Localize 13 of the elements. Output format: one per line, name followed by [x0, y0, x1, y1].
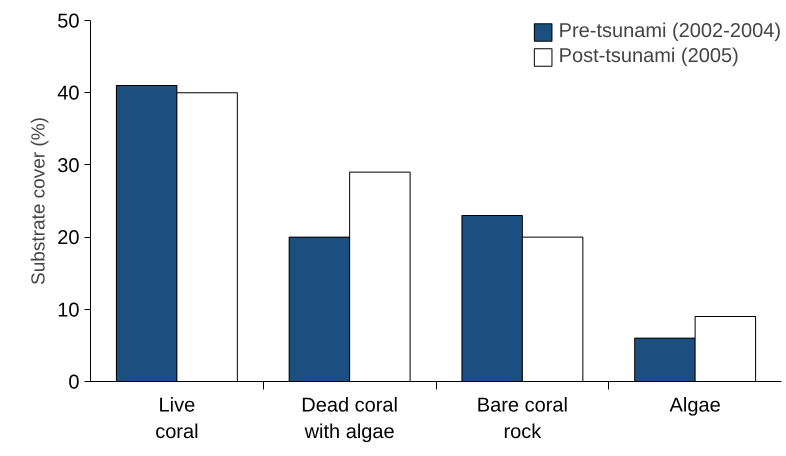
- y-tick-label: 50: [57, 10, 80, 32]
- legend-label: Pre-tsunami (2002-2004): [558, 20, 781, 43]
- y-tick-label: 40: [57, 82, 80, 105]
- y-tick-label: 30: [57, 154, 80, 177]
- y-tick-label: 0: [68, 372, 80, 394]
- y-tick-label: 10: [57, 299, 80, 322]
- x-tick-label: Live coral: [155, 394, 199, 443]
- x-tick-label: Algae: [670, 394, 721, 416]
- legend-label: Post-tsunami (2005): [558, 45, 739, 68]
- x-tick-label: Bare coral rock: [476, 394, 568, 443]
- y-axis-title: Substrate cover (%): [28, 117, 50, 285]
- x-tick-label: Dead coral with algae: [301, 394, 398, 443]
- y-tick-label: 20: [57, 227, 80, 250]
